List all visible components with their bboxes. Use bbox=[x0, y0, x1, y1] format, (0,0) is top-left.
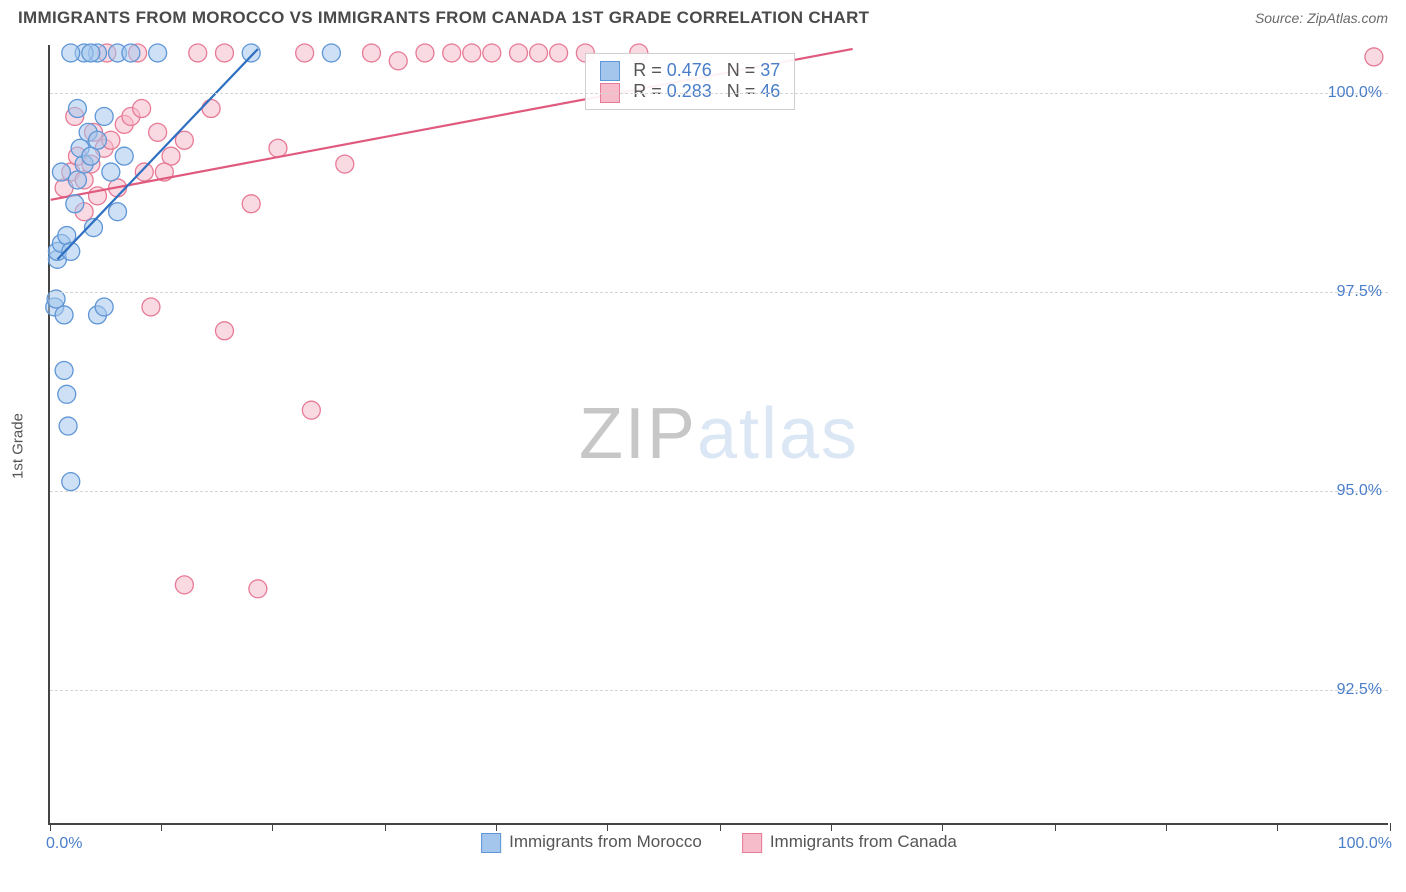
scatter-point bbox=[249, 580, 267, 598]
x-tick bbox=[496, 823, 497, 831]
y-tick-label: 92.5% bbox=[1337, 681, 1382, 699]
y-axis-label: 1st Grade bbox=[10, 413, 27, 479]
x-tick bbox=[385, 823, 386, 831]
x-tick bbox=[607, 823, 608, 831]
scatter-point bbox=[58, 385, 76, 403]
gridline bbox=[50, 491, 1388, 492]
scatter-point bbox=[302, 401, 320, 419]
plot-area: ZIPatlas R = 0.476 N = 37 R = 0.283 N = … bbox=[48, 45, 1388, 825]
scatter-point bbox=[135, 163, 153, 181]
scatter-point bbox=[550, 44, 568, 62]
scatter-point bbox=[510, 44, 528, 62]
x-tick bbox=[1055, 823, 1056, 831]
stats-row-morocco: R = 0.476 N = 37 bbox=[600, 60, 780, 81]
scatter-point bbox=[102, 163, 120, 181]
scatter-point bbox=[115, 147, 133, 165]
stats-legend-box: R = 0.476 N = 37 R = 0.283 N = 46 bbox=[585, 53, 795, 110]
scatter-point bbox=[68, 100, 86, 118]
x-tick bbox=[831, 823, 832, 831]
scatter-point bbox=[142, 298, 160, 316]
scatter-point bbox=[389, 52, 407, 70]
x-tick bbox=[161, 823, 162, 831]
r-value-canada: 0.283 bbox=[667, 81, 712, 101]
scatter-point bbox=[483, 44, 501, 62]
y-tick-label: 95.0% bbox=[1337, 482, 1382, 500]
scatter-point bbox=[269, 139, 287, 157]
scatter-point bbox=[149, 123, 167, 141]
chart-svg bbox=[50, 45, 1388, 823]
x-axis-min-label: 0.0% bbox=[46, 835, 82, 853]
source-attribution: Source: ZipAtlas.com bbox=[1255, 10, 1388, 26]
legend-item-canada: Immigrants from Canada bbox=[742, 832, 957, 853]
swatch-morocco-icon bbox=[600, 61, 620, 81]
x-tick bbox=[720, 823, 721, 831]
x-tick bbox=[942, 823, 943, 831]
x-tick bbox=[1277, 823, 1278, 831]
r-value-morocco: 0.476 bbox=[667, 60, 712, 80]
x-tick bbox=[1390, 823, 1391, 831]
scatter-point bbox=[66, 195, 84, 213]
legend-swatch-canada-icon bbox=[742, 833, 762, 853]
scatter-point bbox=[443, 44, 461, 62]
scatter-point bbox=[1365, 48, 1383, 66]
legend-item-morocco: Immigrants from Morocco bbox=[481, 832, 702, 853]
x-tick bbox=[50, 823, 51, 831]
scatter-point bbox=[55, 362, 73, 380]
scatter-point bbox=[133, 100, 151, 118]
scatter-point bbox=[215, 44, 233, 62]
chart-title: IMMIGRANTS FROM MOROCCO VS IMMIGRANTS FR… bbox=[18, 8, 869, 28]
scatter-point bbox=[530, 44, 548, 62]
y-tick-label: 97.5% bbox=[1337, 283, 1382, 301]
x-tick bbox=[1166, 823, 1167, 831]
x-axis-max-label: 100.0% bbox=[1338, 835, 1392, 853]
scatter-point bbox=[82, 44, 100, 62]
scatter-point bbox=[242, 44, 260, 62]
y-tick-label: 100.0% bbox=[1328, 84, 1382, 102]
gridline bbox=[50, 690, 1388, 691]
legend-label-canada: Immigrants from Canada bbox=[770, 832, 957, 851]
scatter-point bbox=[122, 44, 140, 62]
scatter-point bbox=[242, 195, 260, 213]
scatter-point bbox=[89, 131, 107, 149]
scatter-point bbox=[202, 100, 220, 118]
scatter-point bbox=[322, 44, 340, 62]
scatter-point bbox=[109, 203, 127, 221]
scatter-point bbox=[62, 44, 80, 62]
scatter-point bbox=[363, 44, 381, 62]
n-value-morocco: 37 bbox=[760, 60, 780, 80]
scatter-point bbox=[59, 417, 77, 435]
bottom-legend: Immigrants from Morocco Immigrants from … bbox=[481, 832, 957, 853]
scatter-point bbox=[95, 298, 113, 316]
scatter-point bbox=[52, 163, 70, 181]
scatter-point bbox=[175, 576, 193, 594]
scatter-point bbox=[296, 44, 314, 62]
scatter-point bbox=[95, 107, 113, 125]
gridline bbox=[50, 93, 1388, 94]
scatter-point bbox=[189, 44, 207, 62]
scatter-point bbox=[47, 290, 65, 308]
legend-label-morocco: Immigrants from Morocco bbox=[509, 832, 702, 851]
gridline bbox=[50, 292, 1388, 293]
scatter-point bbox=[463, 44, 481, 62]
scatter-point bbox=[62, 473, 80, 491]
scatter-point bbox=[336, 155, 354, 173]
scatter-point bbox=[416, 44, 434, 62]
scatter-point bbox=[149, 44, 167, 62]
n-value-canada: 46 bbox=[760, 81, 780, 101]
scatter-point bbox=[215, 322, 233, 340]
scatter-point bbox=[55, 306, 73, 324]
x-tick bbox=[272, 823, 273, 831]
legend-swatch-morocco-icon bbox=[481, 833, 501, 853]
